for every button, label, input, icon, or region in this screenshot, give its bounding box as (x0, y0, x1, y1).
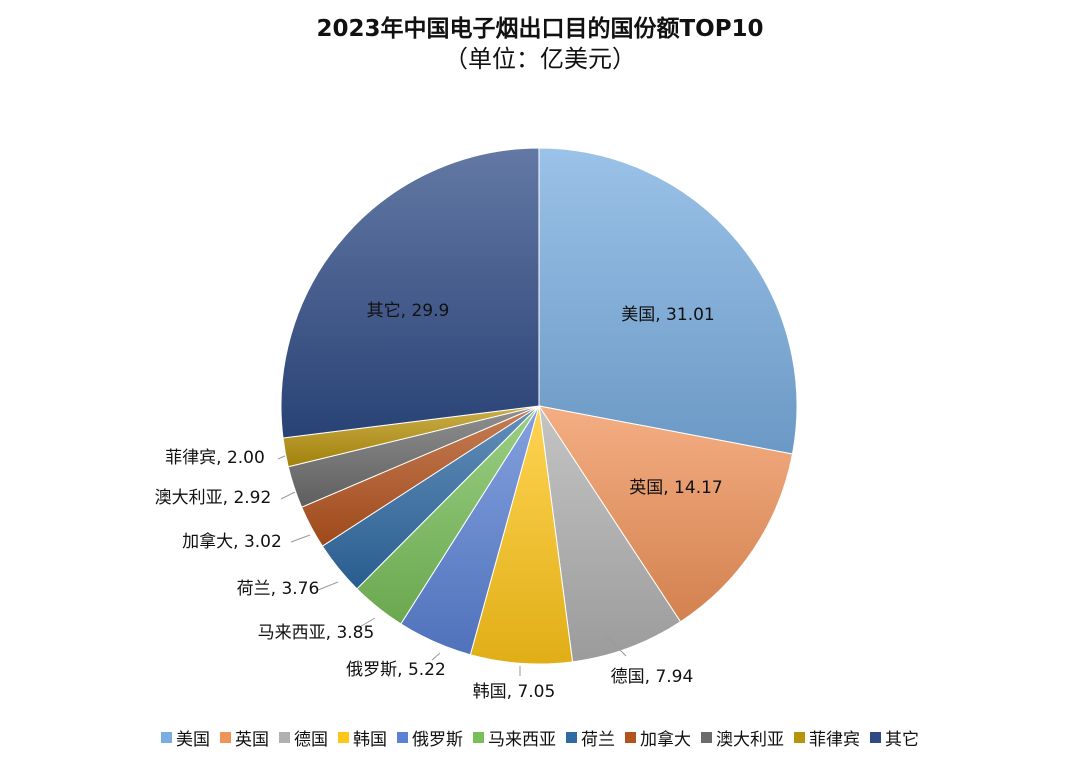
legend-swatch (161, 732, 172, 743)
legend-swatch (338, 732, 349, 743)
slice-e585b6e5ae83 (280, 147, 540, 439)
chart-title-block: 2023年中国电子烟出口目的国份额TOP10 （单位：亿美元） (0, 14, 1080, 74)
legend-swatch (566, 732, 577, 743)
legend-item: 菲律宾 (794, 725, 860, 750)
legend-item: 其它 (870, 725, 919, 750)
legend-item: 澳大利亚 (701, 725, 784, 750)
legend-label: 德国 (294, 730, 328, 750)
slice-e88bb1e59bbd (537, 405, 794, 623)
legend-item: 美国 (161, 725, 210, 750)
data-label: 马来西亚, 3.85 (258, 623, 375, 643)
leader-line (357, 617, 376, 629)
data-label: 韩国, 7.05 (473, 682, 556, 702)
data-label: 其它, 29.9 (367, 301, 450, 321)
legend-item: 马来西亚 (473, 725, 556, 750)
legend-item: 荷兰 (566, 725, 615, 750)
legend-swatch (870, 732, 881, 743)
data-label: 加拿大, 3.02 (182, 531, 282, 552)
slice-e5beb7e59bbd (538, 405, 682, 663)
pie-chart: 美国, 31.01 英国, 14.17 德国, 7.94 韩国, 7.05 俄罗斯, 5… (155, 147, 798, 702)
slice-e7be8ee59bbd (538, 147, 798, 455)
data-label: 美国, 31.01 (621, 305, 714, 325)
data-label: 澳大利亚, 2.92 (155, 488, 272, 508)
legend-label: 马来西亚 (488, 730, 556, 750)
legend-swatch (279, 732, 290, 743)
data-labels: 美国, 31.01 英国, 14.17 德国, 7.94 韩国, 7.05 俄罗斯, 5… (155, 301, 723, 702)
leader-line (280, 491, 296, 500)
leader-line (605, 635, 627, 657)
legend-swatch (701, 732, 712, 743)
legend-label: 菲律宾 (809, 730, 860, 750)
data-label: 菲律宾, 2.00 (165, 448, 265, 468)
chart-subtitle: （单位：亿美元） (444, 45, 636, 73)
leader-line (317, 581, 339, 591)
legend-item: 韩国 (338, 725, 387, 750)
legend-label: 其它 (885, 730, 919, 750)
legend-item: 英国 (220, 725, 269, 750)
leader-line (277, 455, 286, 460)
chart-title: 2023年中国电子烟出口目的国份额TOP10 (316, 16, 764, 42)
legend-swatch (625, 732, 636, 743)
data-label: 英国, 14.17 (629, 478, 722, 498)
legend-swatch (220, 732, 231, 743)
legend-item: 德国 (279, 725, 328, 750)
legend-item: 俄罗斯 (397, 725, 463, 750)
leader-line (431, 652, 441, 661)
leader-lines (277, 455, 627, 676)
legend-label: 加拿大 (640, 730, 691, 750)
legend-label: 美国 (176, 730, 210, 750)
legend-swatch (397, 732, 408, 743)
legend-label: 荷兰 (581, 730, 615, 750)
data-label: 德国, 7.94 (611, 667, 694, 687)
data-label: 荷兰, 3.76 (237, 579, 320, 599)
legend-label: 英国 (235, 730, 269, 750)
pie-slices (280, 147, 798, 665)
chart-legend: 美国 英国 德国 韩国 俄罗斯 马来西亚 荷兰 加拿大 澳大利亚 菲律宾 其它 (0, 725, 1080, 750)
legend-item: 加拿大 (625, 725, 691, 750)
leader-line (290, 534, 311, 543)
legend-label: 澳大利亚 (716, 730, 784, 750)
legend-label: 韩国 (353, 730, 387, 750)
data-label: 俄罗斯, 5.22 (346, 660, 446, 680)
legend-swatch (794, 732, 805, 743)
legend-swatch (473, 732, 484, 743)
legend-label: 俄罗斯 (412, 730, 463, 750)
